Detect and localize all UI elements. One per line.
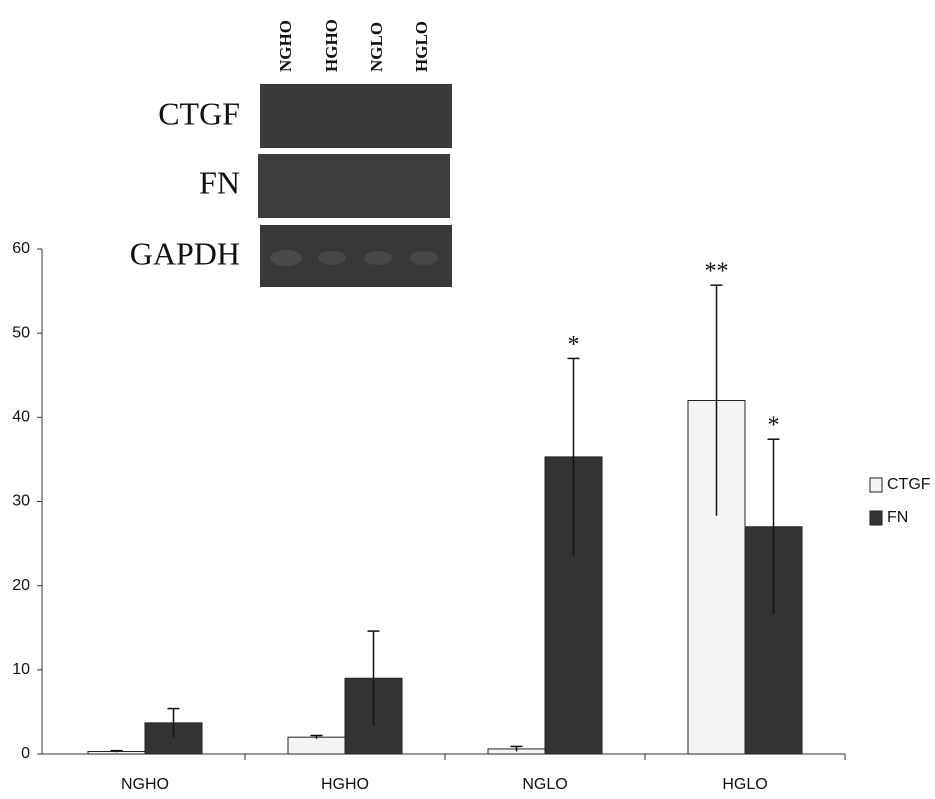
lane-label: HGLO — [412, 21, 431, 72]
lane-label: NGHO — [276, 20, 295, 72]
significance-label: * — [568, 332, 580, 358]
y-tick-label: 40 — [12, 409, 30, 426]
gel-inset — [258, 84, 452, 287]
gel-spot — [270, 250, 302, 266]
legend-label: FN — [887, 509, 908, 526]
significance-label: * — [768, 413, 780, 439]
page: NGHO HGHO NGLO HGLO CTGF FN GAPDH 0 10 20 30 40 50 60… — [0, 0, 935, 799]
lane-label: NGLO — [367, 22, 386, 72]
chart: NGHO HGHO NGLO HGLO CTGF FN GAPDH 0 10 20 30 40 50 60… — [0, 0, 935, 799]
row-label: GAPDH — [130, 235, 240, 271]
x-tick-label: HGLO — [722, 776, 767, 793]
y-tick-label: 10 — [12, 661, 30, 678]
y-tick-label: 0 — [21, 745, 30, 762]
gel-spot — [410, 251, 438, 265]
x-tick-label: NGHO — [121, 776, 169, 793]
row-label: CTGF — [158, 95, 240, 131]
legend-label: CTGF — [887, 476, 931, 493]
gel-band — [258, 154, 450, 218]
legend-swatch — [870, 478, 882, 492]
gel-spot — [364, 251, 392, 265]
x-tick-label: NGLO — [522, 776, 567, 793]
bar — [288, 737, 345, 754]
gel-spot — [318, 251, 346, 265]
legend-swatch — [870, 511, 882, 525]
y-tick-label: 20 — [12, 577, 30, 594]
gel-band — [260, 84, 452, 148]
y-tick-label: 50 — [12, 324, 30, 341]
lane-label: HGHO — [322, 19, 341, 72]
x-tick-label: HGHO — [321, 776, 369, 793]
y-tick-label: 60 — [12, 240, 30, 257]
row-label: FN — [199, 164, 240, 200]
y-tick-label: 30 — [12, 493, 30, 510]
significance-label: ** — [705, 259, 729, 285]
